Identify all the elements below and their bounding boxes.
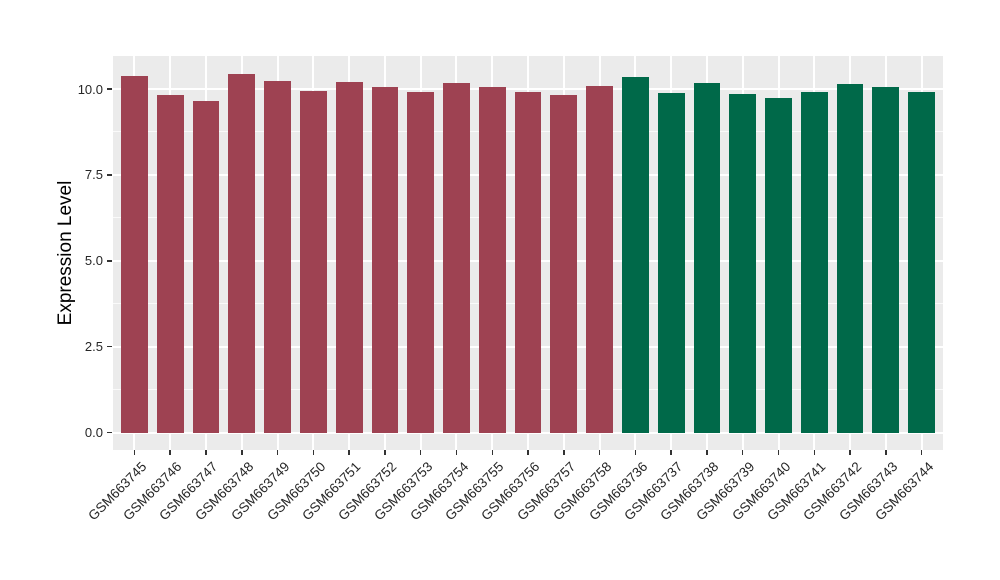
bar-GSM663743 xyxy=(872,86,900,433)
x-tick-mark xyxy=(885,450,887,455)
x-tick-mark xyxy=(455,450,458,455)
bar-GSM663736 xyxy=(621,76,649,433)
bar-GSM663748 xyxy=(228,74,256,433)
x-tick-mark xyxy=(920,450,923,455)
bar-GSM663750 xyxy=(299,91,327,433)
y-tick-label: 0.0 xyxy=(84,425,103,441)
x-tick-mark xyxy=(312,450,315,455)
x-tick-mark xyxy=(563,450,565,455)
bar-GSM663753 xyxy=(407,92,435,433)
x-tick-mark xyxy=(813,450,816,455)
y-tick-mark xyxy=(106,88,112,90)
y-tick-label: 10.0 xyxy=(77,81,103,97)
x-tick-mark xyxy=(348,450,350,455)
bar-GSM663754 xyxy=(443,83,470,433)
plot-panel xyxy=(113,56,943,450)
bar-GSM663746 xyxy=(156,94,184,433)
x-tick-mark xyxy=(777,450,780,455)
x-tick-mark xyxy=(419,450,422,455)
x-tick-mark xyxy=(706,450,708,455)
x-tick-mark xyxy=(205,450,207,455)
bar-GSM663740 xyxy=(765,97,792,433)
bar-GSM663745 xyxy=(121,75,148,433)
x-tick-mark xyxy=(384,450,386,455)
y-tick-label: 7.5 xyxy=(84,167,103,183)
bar-GSM663741 xyxy=(800,91,828,433)
bar-GSM663751 xyxy=(335,81,363,433)
x-tick-mark xyxy=(598,450,601,455)
x-tick-mark xyxy=(741,450,744,455)
bar-GSM663756 xyxy=(514,92,542,433)
bar-GSM663747 xyxy=(192,101,220,433)
bar-GSM663737 xyxy=(657,92,685,433)
y-tick-mark xyxy=(106,431,112,434)
bar-GSM663739 xyxy=(729,94,757,433)
bar-GSM663758 xyxy=(586,85,613,433)
x-tick-mark xyxy=(169,450,171,455)
x-tick-mark xyxy=(634,450,637,455)
y-tick-mark xyxy=(106,174,112,176)
x-tick-mark xyxy=(849,450,851,455)
bar-GSM663749 xyxy=(264,81,291,433)
x-tick-mark xyxy=(133,450,136,455)
y-tick-mark xyxy=(106,260,112,262)
x-tick-mark xyxy=(241,450,243,455)
x-tick-mark xyxy=(491,450,494,455)
bar-GSM663752 xyxy=(371,86,399,433)
bar-GSM663738 xyxy=(693,82,721,433)
y-tick-label: 2.5 xyxy=(84,339,103,355)
y-tick-label: 5.0 xyxy=(84,253,103,269)
bar-GSM663755 xyxy=(478,87,506,433)
x-tick-mark xyxy=(670,450,672,455)
bar-GSM663757 xyxy=(550,94,578,433)
bar-GSM663744 xyxy=(908,91,936,433)
x-tick-mark xyxy=(276,450,279,455)
y-tick-mark xyxy=(106,345,112,348)
bar-GSM663742 xyxy=(836,83,864,433)
x-tick-mark xyxy=(527,450,529,455)
